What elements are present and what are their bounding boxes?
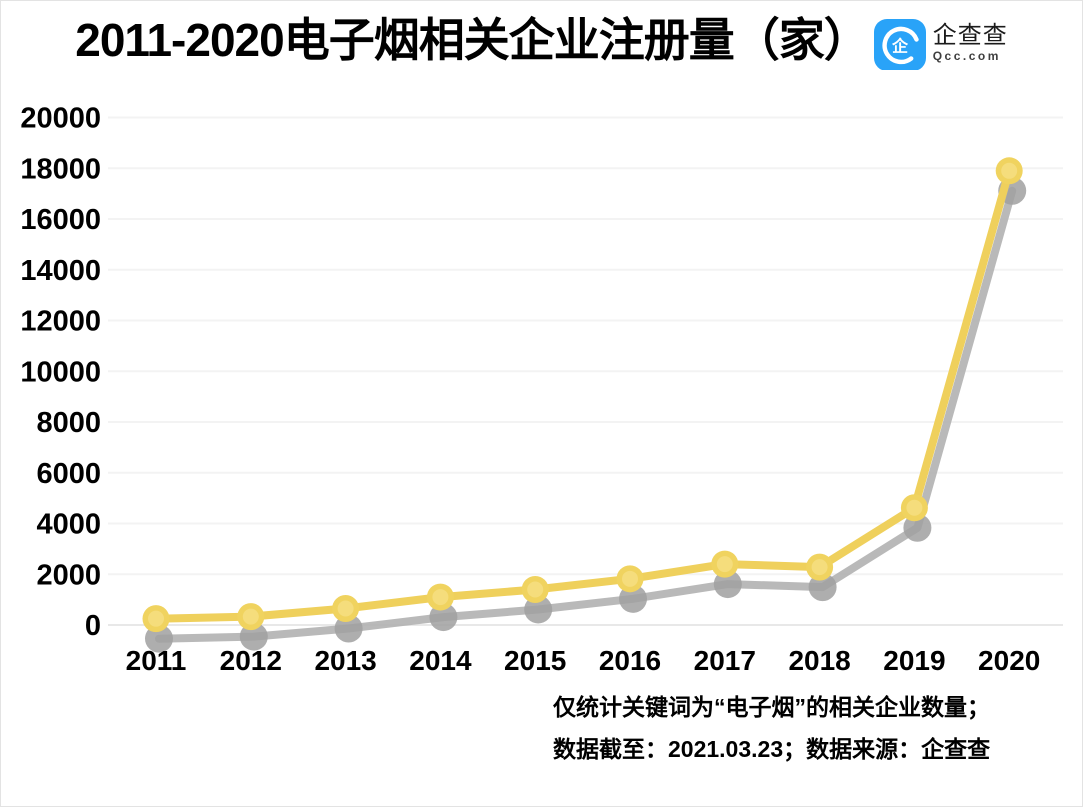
x-tick-2012: 2012 — [220, 645, 282, 676]
series-shadow-line — [155, 186, 1017, 643]
x-tick-2019: 2019 — [883, 645, 945, 676]
data-point-inner-2020 — [1001, 162, 1018, 179]
x-axis-labels: 2011 2012 2013 2014 2015 2016 2017 2018 2019 2020 — [126, 645, 1041, 676]
y-tick-12000: 12000 — [20, 306, 101, 338]
data-point-inner-2012 — [242, 608, 259, 625]
shadow-polyline — [155, 186, 1017, 643]
qcc-logo-icon: 企 — [873, 18, 926, 70]
data-point-inner-2011 — [148, 610, 164, 627]
x-tick-2020: 2020 — [978, 645, 1040, 676]
gridlines — [108, 116, 1063, 626]
y-tick-14000: 14000 — [20, 255, 101, 287]
y-tick-6000: 6000 — [36, 458, 101, 490]
x-tick-2011: 2011 — [126, 645, 187, 676]
shadow-dot-2019 — [903, 513, 932, 542]
data-point-inner-2019 — [906, 499, 923, 516]
qcc-logo-name: 企查查 — [932, 22, 1008, 49]
shadow-dot-2011 — [145, 624, 173, 653]
data-point-inner-2015 — [527, 581, 544, 598]
shadow-dot-2012 — [239, 622, 268, 651]
y-tick-18000: 18000 — [20, 153, 101, 185]
y-tick-2000: 2000 — [36, 559, 101, 591]
footnote-line-1: 仅统计关键词为“电子烟”的相关企业数量； — [553, 694, 990, 720]
y-tick-10000: 10000 — [20, 356, 101, 388]
x-tick-2014: 2014 — [409, 645, 472, 676]
qcc-logo: 企 企查查 Qcc.com — [873, 16, 1008, 70]
qcc-logo-text: 企查查 Qcc.com — [933, 23, 1008, 63]
shadow-dot-2018 — [808, 573, 837, 602]
series-dots — [142, 157, 1023, 633]
y-tick-16000: 16000 — [20, 204, 101, 236]
main-polyline — [152, 166, 1014, 623]
series-line — [152, 166, 1014, 623]
shadow-dot-2015 — [524, 595, 553, 624]
shadow-dot-2014 — [429, 603, 458, 632]
qcc-logo-glyph: 企 — [891, 36, 909, 55]
qcc-logo-swirl — [882, 26, 919, 65]
y-tick-8000: 8000 — [36, 407, 101, 439]
data-point-inner-2013 — [337, 600, 354, 617]
footnote: 仅统计关键词为“电子烟”的相关企业数量； 数据截至：2021.03.23；数据来… — [553, 696, 990, 780]
data-point-inner-2014 — [432, 589, 449, 606]
x-tick-2018: 2018 — [788, 645, 850, 676]
shadow-dot-2016 — [619, 584, 647, 613]
y-axis-labels: 0 2000 4000 6000 8000 10000 12000 14000 16000 180… — [20, 103, 101, 643]
y-tick-0: 0 — [85, 610, 101, 642]
data-point-inner-2018 — [811, 559, 828, 576]
footnote-line-2: 数据截至：2021.03.23；数据来源：企查查 — [553, 736, 991, 762]
x-tick-2016: 2016 — [599, 645, 661, 676]
y-tick-4000: 4000 — [36, 509, 101, 541]
x-tick-2013: 2013 — [314, 645, 376, 676]
y-tick-20000: 20000 — [20, 103, 101, 135]
chart-title: 2011-2020电子烟相关企业注册量（家） — [75, 14, 869, 66]
shadow-dot-2017 — [713, 570, 742, 599]
series-shadow-dots — [145, 176, 1027, 653]
x-tick-2015: 2015 — [504, 645, 566, 676]
data-point-inner-2016 — [622, 570, 638, 587]
shadow-dot-2013 — [334, 614, 363, 643]
qcc-logo-domain: Qcc.com — [932, 49, 1001, 64]
chart-header: 2011-2020电子烟相关企业注册量（家） 企 企查查 Qcc.com — [1, 11, 1082, 71]
x-tick-2017: 2017 — [694, 645, 756, 676]
data-point-inner-2017 — [716, 556, 733, 573]
